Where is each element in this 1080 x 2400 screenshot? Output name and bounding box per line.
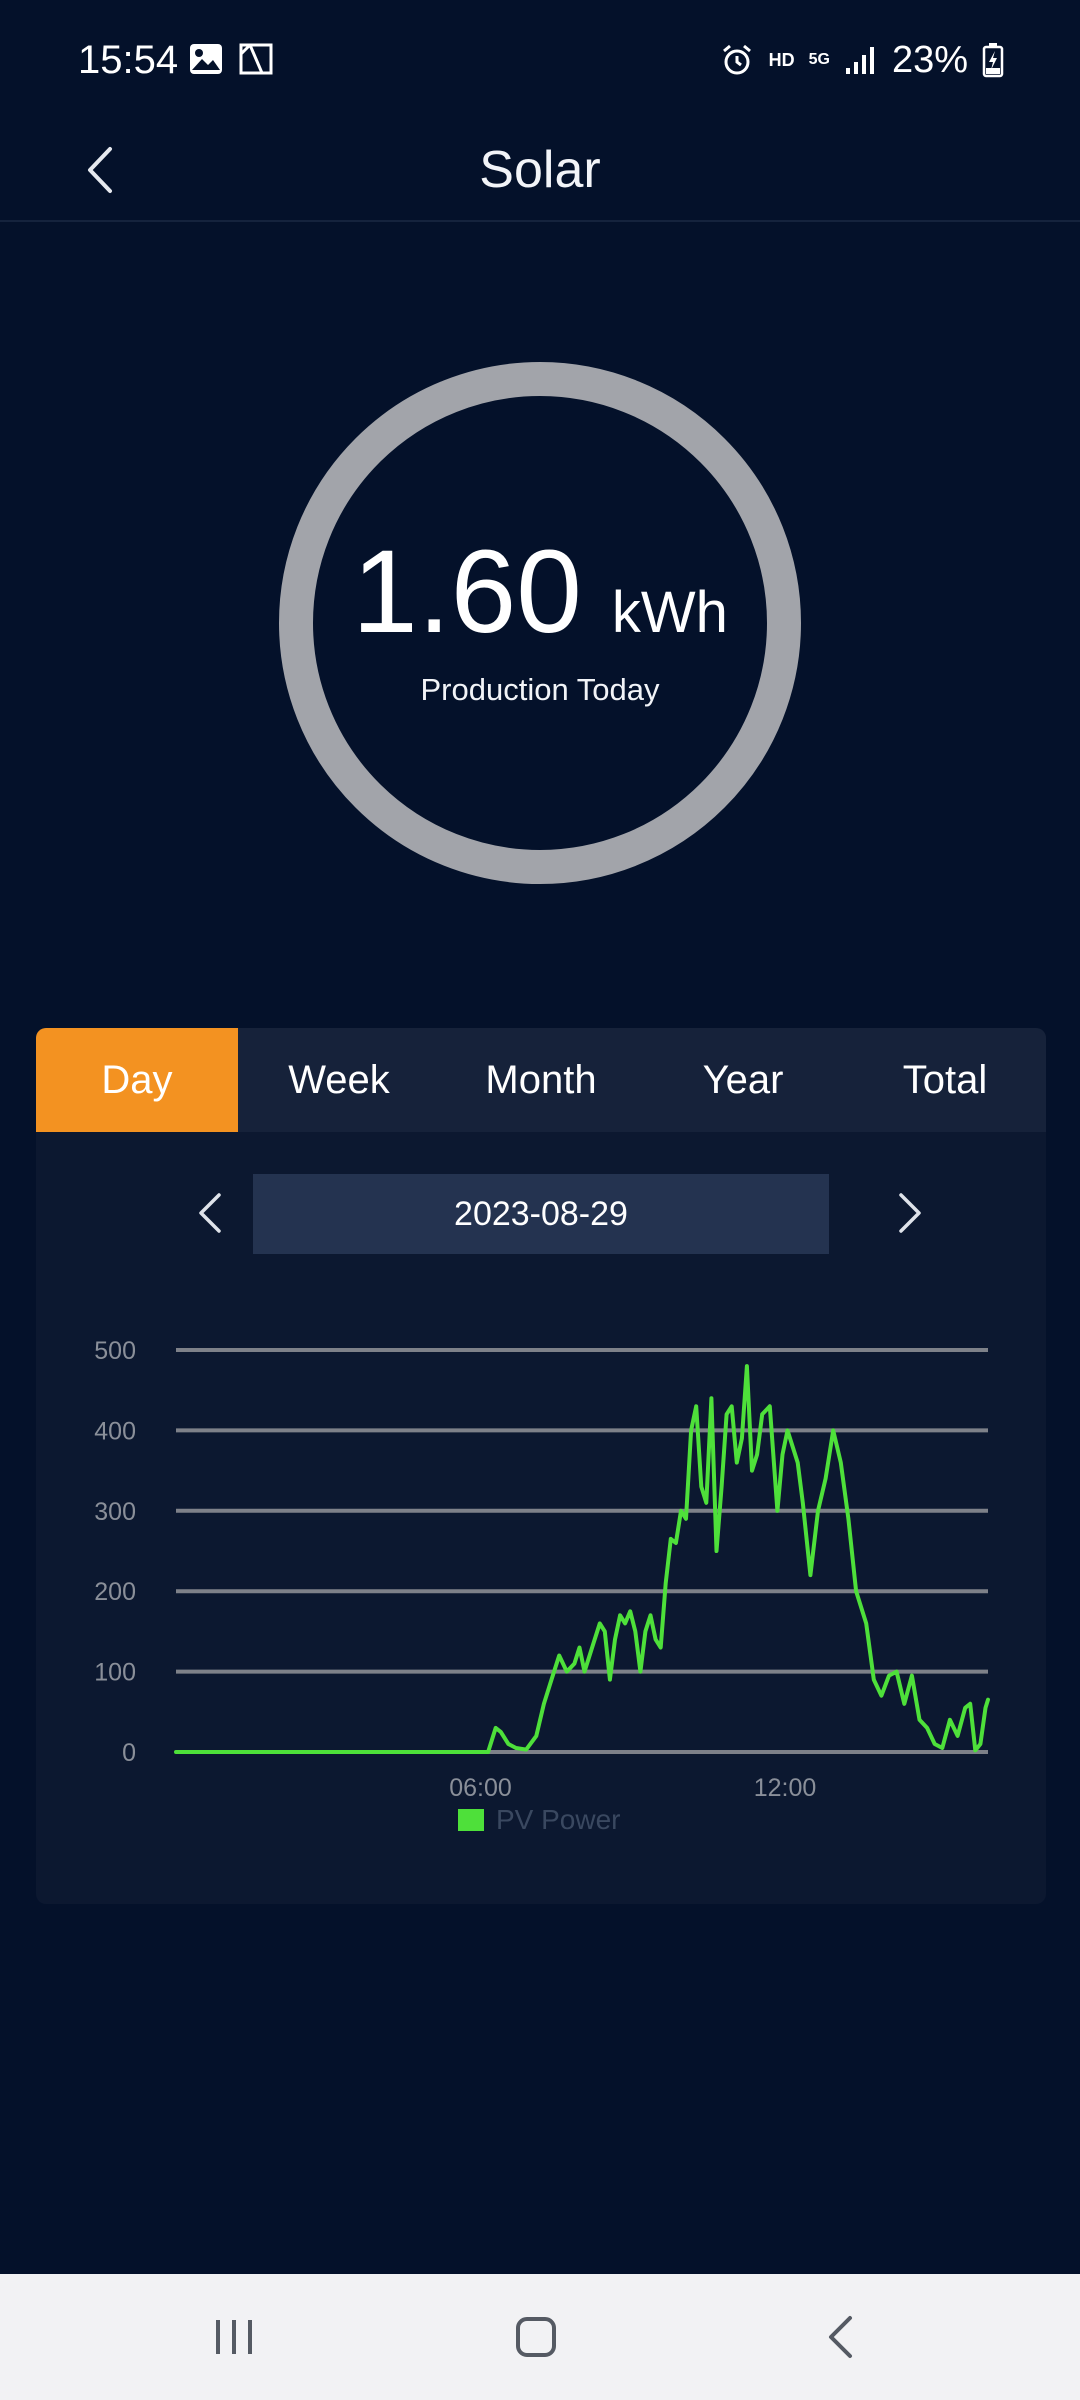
system-back-button[interactable]: [790, 2297, 890, 2377]
production-label: Production Today: [420, 672, 660, 707]
app-header: Solar: [0, 120, 1080, 222]
status-bar: 15:54 HD 5G 23%: [0, 0, 1080, 120]
chevron-right-icon: [899, 1193, 921, 1233]
recent-apps-icon: [216, 2320, 252, 2354]
legend-label: PV Power: [496, 1804, 621, 1835]
x-tick-label: 12:00: [754, 1774, 817, 1802]
back-icon: [829, 2316, 852, 2358]
chart-legend: PV Power: [458, 1804, 621, 1836]
screenshot-icon: [239, 43, 273, 75]
next-date-button[interactable]: [880, 1178, 940, 1248]
y-tick-label: 0: [122, 1739, 136, 1767]
production-gauge: 1.60 kWh: [279, 362, 801, 884]
gauge-value-row: 1.60 kWh: [279, 527, 801, 657]
back-button[interactable]: [70, 122, 130, 218]
previous-date-button[interactable]: [180, 1178, 240, 1248]
pv-power-chart: 0 100 200 300 400 500 06:00 12:00: [94, 1337, 990, 1802]
date-picker[interactable]: 2023-08-29: [253, 1174, 829, 1254]
status-time: 15:54: [78, 38, 179, 82]
status-right-icons: HD 5G 23%: [719, 36, 1004, 84]
pv-power-series-line: [174, 1364, 990, 1754]
tab-year[interactable]: Year: [702, 1058, 784, 1102]
home-icon: [516, 2317, 556, 2357]
tab-total[interactable]: Total: [902, 1058, 988, 1102]
gallery-icon: [190, 44, 222, 74]
y-tick-label: 300: [94, 1498, 136, 1526]
battery-percent: 23%: [891, 38, 968, 81]
tab-week[interactable]: Week: [288, 1058, 390, 1102]
chevron-left-icon: [88, 147, 112, 193]
history-card: Day Week Month Year Total 2023-08-29 0 10…: [36, 1028, 1046, 1904]
page-title: Solar: [479, 141, 601, 199]
home-button[interactable]: [486, 2297, 586, 2377]
y-tick-label: 400: [94, 1417, 136, 1445]
legend-swatch: [458, 1809, 484, 1831]
production-unit: kWh: [611, 580, 728, 645]
network-indicator: 5G: [808, 51, 830, 68]
system-nav-bar: [0, 2274, 1080, 2400]
chevron-left-icon: [199, 1193, 221, 1233]
signal-icon: [845, 47, 874, 74]
production-value: 1.60: [352, 526, 582, 658]
recent-apps-button[interactable]: [184, 2297, 284, 2377]
y-tick-label: 100: [94, 1659, 136, 1687]
battery-charging-icon: [982, 43, 1004, 78]
tab-day[interactable]: Day: [36, 1028, 238, 1132]
hd-indicator: HD: [768, 49, 795, 70]
x-tick-label: 06:00: [449, 1774, 512, 1802]
tab-month[interactable]: Month: [485, 1058, 597, 1102]
y-tick-label: 500: [94, 1337, 136, 1365]
status-left-icons: [188, 42, 274, 76]
period-tabs: Day Week Month Year Total: [36, 1028, 1046, 1132]
y-tick-label: 200: [94, 1578, 136, 1606]
alarm-icon: [722, 44, 751, 75]
